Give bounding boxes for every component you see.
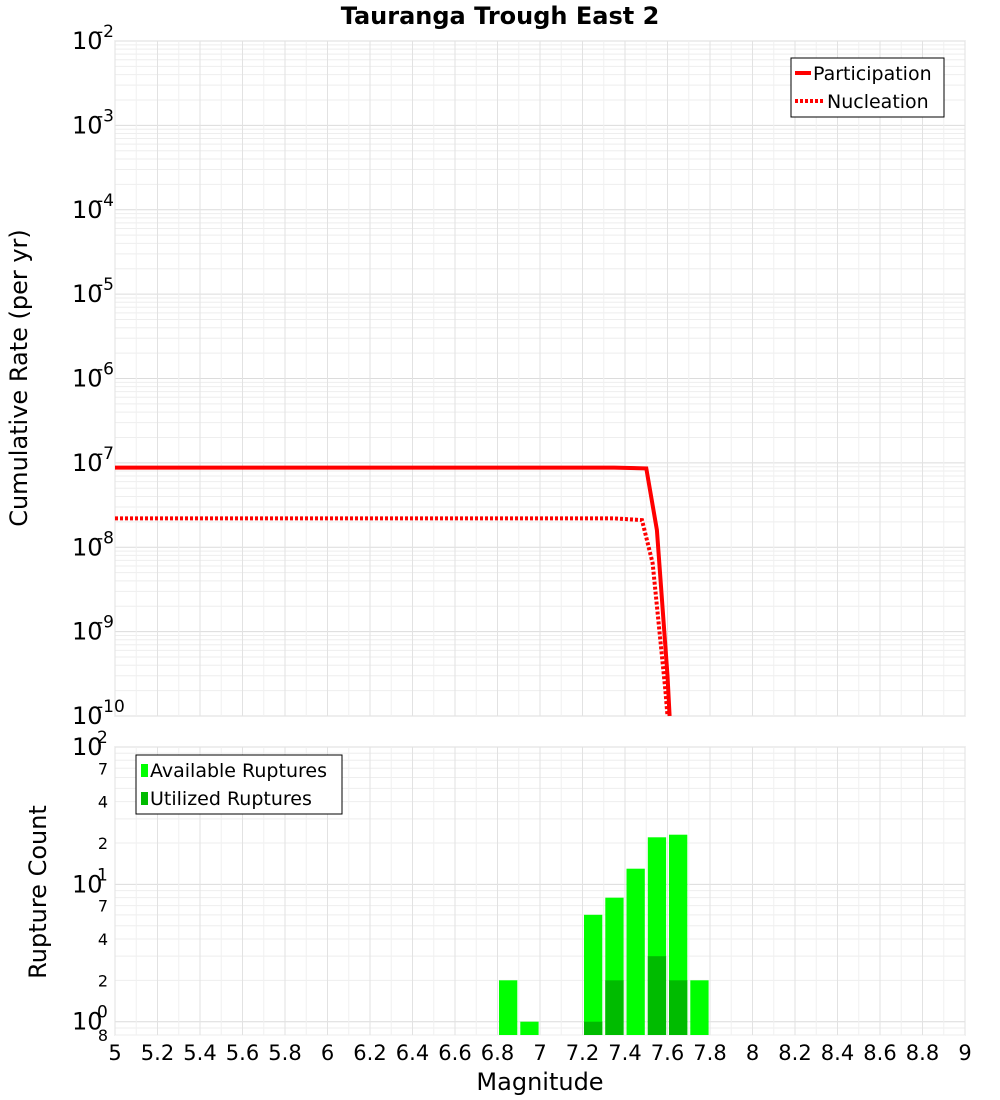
rate-y-tick-label: 10 [72,365,103,393]
rate-legend-box [790,57,945,118]
count-y-axis-label: Rupture Count [24,805,52,979]
magnitude-tick-label: 8 [746,1041,759,1065]
available-legend-label: Available Ruptures [150,760,327,782]
count-y-tick-exponent: 1 [97,865,108,885]
rate-y-tick-label: 10 [72,111,103,139]
magnitude-tick-label: 7.6 [651,1041,684,1065]
magnitude-tick-label: 9 [958,1041,971,1065]
rate-lines [115,465,672,717]
rate-y-tick-exponent: -10 [97,697,125,717]
nucleation-legend-label: Nucleation [827,91,929,113]
available-rupture-bar [626,868,645,1035]
magnitude-tick-label: 5 [108,1041,121,1065]
rate-y-tick-exponent: -3 [97,106,114,126]
rate-y-tick-label: 10 [72,27,103,55]
utilized-rupture-bar [584,1021,603,1035]
count-y-minor-tick-label: 2 [98,971,108,990]
rate-legend: Participation Nucleation [790,57,945,118]
magnitude-tick-label: 6.6 [438,1041,471,1065]
magnitude-tick-label: 6 [321,1041,334,1065]
rate-y-tick-exponent: -4 [97,191,114,211]
count-y-minor-tick-label: 7 [98,759,108,778]
rate-y-tick-exponent: -7 [97,444,114,464]
magnitude-tick-label: 8.8 [906,1041,939,1065]
magnitude-tick-labels: 5 5.2 5.4 5.6 5.8 6 6.2 6.4 6.6 6.8 7 7.2 7.4 7.6 7.8 8… [108,1041,971,1065]
rate-y-tick-exponent: -9 [97,613,114,633]
utilized-rupture-bar [669,980,688,1035]
rate-y-tick-label: 10 [72,196,103,224]
available-legend-swatch [141,764,148,777]
magnitude-tick-label: 8.6 [863,1041,896,1065]
participation-legend-label: Participation [813,63,932,85]
available-rupture-bar [690,980,709,1035]
rate-grid [114,40,966,717]
rate-y-tick-labels: 10-210-310-410-510-610-710-810-910-10 [72,22,125,730]
count-y-tick-label: 10 [72,1008,103,1036]
rate-y-tick-label: 10 [72,280,103,308]
count-y-tick-label: 10 [72,870,103,898]
magnitude-tick-label: 7.8 [693,1041,726,1065]
utilized-legend-label: Utilized Ruptures [150,788,312,810]
rate-y-tick-label: 10 [72,533,103,561]
magnitude-tick-label: 6.4 [396,1041,429,1065]
participation-line [115,465,672,717]
magnitude-tick-label: 5.6 [226,1041,259,1065]
count-y-tick-exponent: 0 [97,1003,108,1023]
count-y-minor-tick-label: 2 [98,834,108,853]
rate-y-tick-exponent: -5 [97,275,114,295]
count-bars [499,834,709,1035]
rate-y-tick-label: 10 [72,618,103,646]
available-rupture-bar [499,980,518,1035]
magnitude-tick-label: 7.4 [608,1041,641,1065]
count-legend-box [135,754,343,815]
magnitude-tick-label: 7 [533,1041,546,1065]
utilized-rupture-bar [605,980,624,1035]
count-y-minor-tick-label: 8 [98,1026,108,1045]
available-rupture-bar [584,914,603,1035]
magnitude-tick-label: 5.8 [268,1041,301,1065]
nucleation-line [115,516,670,717]
count-y-minor-tick-label: 4 [98,930,108,949]
magnitude-tick-label: 8.4 [821,1041,854,1065]
count-y-minor-tick-label: 7 [98,897,108,916]
magnitude-tick-label: 6.8 [481,1041,514,1065]
utilized-legend-swatch [141,792,148,805]
rate-y-tick-exponent: -8 [97,528,114,548]
magnitude-tick-label: 8.2 [778,1041,811,1065]
rate-y-tick-label: 10 [72,449,103,477]
rate-y-tick-exponent: -2 [97,22,114,42]
rate-y-axis-label: Cumulative Rate (per yr) [5,229,33,527]
count-y-minor-tick-label: 4 [98,793,108,812]
magnitude-tick-label: 5.4 [183,1041,216,1065]
count-y-tick-exponent: 2 [97,728,108,748]
magnitude-tick-label: 5.2 [141,1041,174,1065]
count-legend: Available Ruptures Utilized Ruptures [135,754,343,815]
magnitude-tick-label: 7.2 [566,1041,599,1065]
rate-y-tick-exponent: -6 [97,360,114,380]
available-rupture-bar [520,1021,539,1035]
magnitude-tick-label: 6.2 [353,1041,386,1065]
count-y-tick-label: 10 [72,733,103,761]
rate-y-tick-label: 10 [72,702,103,730]
x-axis-label: Magnitude [476,1068,603,1096]
utilized-rupture-bar [647,956,667,1035]
chart-title: Tauranga Trough East 2 [341,2,660,30]
